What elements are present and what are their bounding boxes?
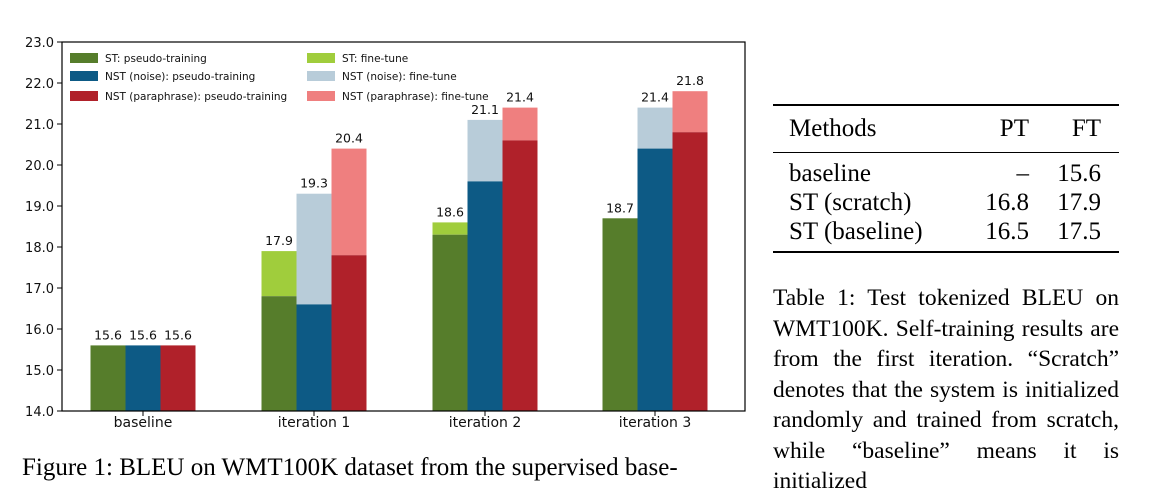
y-tick-label: 23.0 xyxy=(25,36,54,51)
header-pt: PT xyxy=(999,115,1029,142)
bar-pseudo-training xyxy=(502,140,538,411)
cell-method: ST (scratch) xyxy=(789,188,912,216)
bar-fine-tune xyxy=(331,148,367,256)
bar-pseudo-training xyxy=(637,148,673,411)
y-tick-label: 17.0 xyxy=(25,282,54,297)
cell-ft: 15.6 xyxy=(1057,159,1101,187)
y-tick-label: 19.0 xyxy=(25,200,54,215)
legend-swatch xyxy=(307,53,335,63)
bar-fine-tune xyxy=(502,107,538,141)
bar-pseudo-training xyxy=(672,132,708,411)
bar-pseudo-training xyxy=(90,345,126,411)
legend-entry: ST: fine-tune xyxy=(342,53,408,65)
bar-pseudo-training xyxy=(296,304,332,411)
y-tick-label: 21.0 xyxy=(25,118,54,133)
bar-data-label: 19.3 xyxy=(300,176,328,191)
bar-data-label: 17.9 xyxy=(265,233,293,248)
figure-caption: Figure 1: BLEU on WMT100K dataset from t… xyxy=(22,454,678,481)
legend-entry: NST (noise): pseudo-training xyxy=(105,71,255,83)
x-tick-label: iteration 3 xyxy=(619,415,692,431)
bleu-bar-chart: 14.0 15.0 16.0 17.0 18.0 19.0 20.0 21.0 22.0 23.0… xyxy=(25,36,746,431)
x-tick-label: iteration 2 xyxy=(449,415,522,431)
bar-pseudo-training xyxy=(160,345,196,411)
legend-swatch xyxy=(70,53,98,63)
table-row: ST (baseline) 16.5 17.5 xyxy=(773,217,1119,252)
bar-pseudo-training xyxy=(261,296,297,411)
table-row: baseline – 15.6 xyxy=(773,153,1119,189)
bar-pseudo-training xyxy=(467,181,503,411)
bar-fine-tune xyxy=(432,222,468,235)
bar-data-label: 15.6 xyxy=(94,327,122,342)
results-table: Methods PT FT baseline – 15.6 ST (scratc… xyxy=(773,104,1119,253)
legend-swatch xyxy=(307,71,335,81)
legend-entry: NST (noise): fine-tune xyxy=(342,71,457,83)
x-tick-label: iteration 1 xyxy=(278,415,351,431)
y-tick-label: 22.0 xyxy=(25,77,54,92)
bar-pseudo-training xyxy=(331,255,367,411)
legend-swatch xyxy=(70,71,98,81)
bar-fine-tune xyxy=(467,119,503,182)
table-header-row: Methods PT FT xyxy=(773,105,1119,153)
cell-pt: 16.5 xyxy=(985,217,1029,245)
bar-data-label: 18.7 xyxy=(606,200,634,215)
cell-pt: – xyxy=(1016,159,1029,187)
bar-data-label: 21.1 xyxy=(471,102,499,117)
header-ft: FT xyxy=(1071,115,1101,142)
bar-data-label: 21.4 xyxy=(506,90,534,105)
header-methods: Methods xyxy=(789,115,877,142)
legend-entry: NST (paraphrase): fine-tune xyxy=(342,91,489,103)
y-tick-label: 20.0 xyxy=(25,159,54,174)
y-tick-label: 14.0 xyxy=(25,405,54,420)
bar-data-label: 18.6 xyxy=(436,204,464,219)
bar-pseudo-training xyxy=(602,218,638,411)
bar-data-label: 20.4 xyxy=(335,131,363,146)
cell-ft: 17.5 xyxy=(1057,217,1101,245)
chart-legend: ST: pseudo-training ST: fine-tune NST (noi… xyxy=(70,53,489,103)
bar-pseudo-training xyxy=(432,234,468,411)
cell-method: ST (baseline) xyxy=(789,217,923,245)
bar-fine-tune xyxy=(296,193,332,305)
bar-fine-tune xyxy=(261,251,297,297)
bar-data-label: 15.6 xyxy=(164,327,192,342)
bar-fine-tune xyxy=(672,91,708,133)
legend-swatch xyxy=(307,91,335,101)
legend-swatch xyxy=(70,91,98,101)
legend-entry: ST: pseudo-training xyxy=(105,53,207,65)
bar-data-label: 21.8 xyxy=(676,73,704,88)
bar-pseudo-training xyxy=(125,345,161,411)
cell-pt: 16.8 xyxy=(985,188,1029,216)
table-row: ST (scratch) 16.8 17.9 xyxy=(773,188,1119,217)
bar-data-label: 15.6 xyxy=(129,327,157,342)
bar-data-label: 21.4 xyxy=(641,90,669,105)
y-tick-label: 15.0 xyxy=(25,364,54,379)
cell-method: baseline xyxy=(789,159,871,187)
bar-fine-tune xyxy=(637,107,673,149)
y-tick-label: 18.0 xyxy=(25,241,54,256)
legend-entry: NST (paraphrase): pseudo-training xyxy=(105,91,287,103)
cell-ft: 17.9 xyxy=(1057,188,1101,216)
y-tick-label: 16.0 xyxy=(25,323,54,338)
plot-frame xyxy=(61,41,746,412)
x-tick-label: baseline xyxy=(114,415,173,431)
table-caption: Table 1: Test tokenized BLEU on WMT100K.… xyxy=(773,285,1119,494)
